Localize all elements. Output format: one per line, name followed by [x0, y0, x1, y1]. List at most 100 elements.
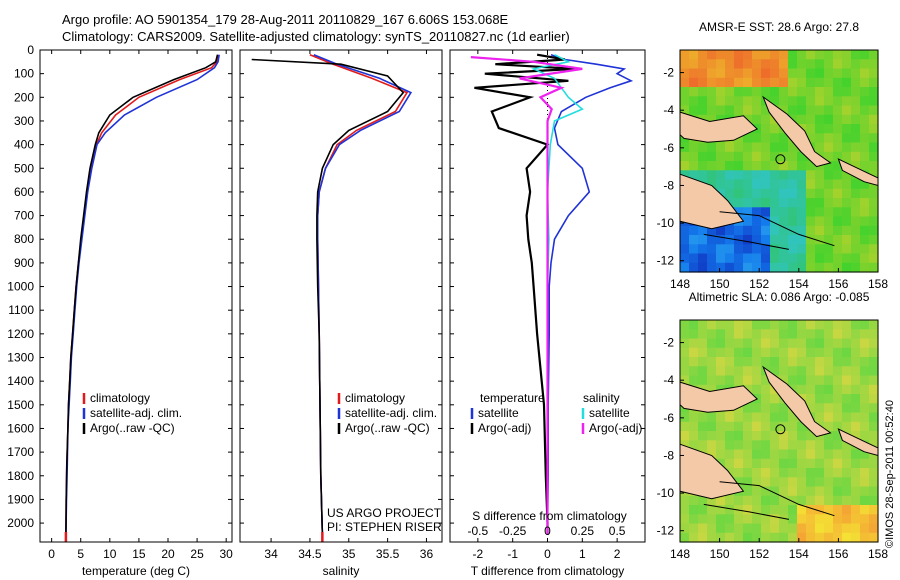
legend-label: Argo(..raw -QC)	[90, 421, 175, 435]
y-tick-label: 1300	[7, 351, 34, 365]
legend-label: Argo(..raw -QC)	[345, 421, 430, 435]
x-tick-label: 152	[749, 547, 769, 561]
y-tick-label: 1000	[7, 280, 34, 294]
x-tick-label: 5	[77, 547, 84, 561]
legend-group-title: salinity	[583, 391, 620, 405]
land-mass	[762, 365, 832, 438]
series-salinity-satellite	[531, 53, 584, 535]
series-temperature-argo-adj-	[474, 53, 576, 535]
contour-line	[703, 233, 789, 250]
contour-line	[719, 481, 835, 517]
y-tick-label: -10	[657, 216, 675, 230]
x-tick-label: 154	[789, 547, 809, 561]
x-axis-label: T difference from climatology	[471, 564, 625, 578]
y-tick-label: 200	[14, 90, 34, 104]
series-salinity-argo-adj-	[470, 56, 583, 535]
top-tick-label: 0.5	[609, 524, 626, 538]
credit-line2: PI: STEPHEN RISER	[327, 520, 442, 534]
x-tick-label: 156	[828, 547, 848, 561]
y-tick-label: 1700	[7, 445, 34, 459]
y-tick-label: 700	[14, 209, 34, 223]
y-tick-label: -4	[663, 103, 674, 117]
top-tick-label: 0.25	[571, 524, 595, 538]
y-tick-label: 800	[14, 232, 34, 246]
y-tick-label: -8	[663, 448, 674, 462]
legend-label: Argo(-adj)	[478, 421, 531, 435]
x-tick-label: 15	[132, 547, 146, 561]
panel-1: 34 34.5 35 35.5 36 salinity	[239, 49, 443, 578]
x-tick-label: 158	[868, 547, 888, 561]
imos-timestamp: ©IMOS 28-Sep-2011 00:52:40	[884, 400, 896, 548]
x-axis-label: salinity	[323, 564, 360, 578]
map-panel-1: 148 150 152 154 156 158 -2 -4 -6 -8 -10 -12 AMSR-E S…	[657, 20, 889, 291]
y-tick-label: 1200	[7, 327, 34, 341]
x-tick-label: 158	[868, 277, 888, 291]
x-tick-label: 10	[103, 547, 117, 561]
y-tick-label: 500	[14, 161, 34, 175]
y-tick-label: 1400	[7, 374, 34, 388]
x-tick-label: 34.5	[298, 547, 322, 561]
legend-label: climatology	[90, 391, 150, 405]
x-tick-label: -2	[473, 547, 484, 561]
contour-line	[703, 503, 789, 520]
x-tick-label: 34	[264, 547, 278, 561]
y-tick-label: 100	[14, 67, 34, 81]
x-tick-label: 148	[670, 547, 690, 561]
x-tick-label: 25	[190, 547, 204, 561]
panel-0: 0 5 10 15 20 25 30 temperature (deg C) 0 100 200 30…	[7, 43, 233, 578]
y-tick-label: -2	[663, 336, 674, 350]
chart-title-line1: Argo profile: AO 5901354_179 28-Aug-2011…	[62, 12, 509, 27]
legend-label: satellite-adj. clim.	[345, 406, 437, 420]
credit-line1: US ARGO PROJECT	[327, 506, 442, 520]
legend-label: climatology	[345, 391, 405, 405]
panel-2: -2 -1 0 1 2 T difference from climatology	[449, 49, 646, 578]
contour-line	[719, 211, 835, 247]
x-tick-label: 148	[670, 277, 690, 291]
frame	[39, 49, 233, 543]
series-temperature-satellite	[546, 53, 634, 535]
frame	[239, 49, 443, 543]
x-tick-label: 0	[544, 547, 551, 561]
series-climatology	[309, 53, 409, 535]
y-tick-label: -4	[663, 373, 674, 387]
y-tick-label: 1900	[7, 492, 34, 506]
y-tick-label: 600	[14, 185, 34, 199]
y-tick-label: 0	[27, 43, 34, 57]
frame	[679, 319, 879, 543]
field-cells	[680, 50, 879, 273]
y-tick-label: 1600	[7, 421, 34, 435]
y-tick-label: 1800	[7, 469, 34, 483]
y-tick-label: -12	[657, 254, 675, 268]
series-climatology	[65, 54, 219, 535]
y-tick-label: -2	[663, 66, 674, 80]
x-tick-label: 154	[789, 277, 809, 291]
x-tick-label: 150	[710, 547, 730, 561]
legend-label: Argo(-adj)	[589, 421, 642, 435]
y-tick-label: -8	[663, 178, 674, 192]
x-tick-label: 30	[220, 547, 234, 561]
frame	[679, 49, 879, 273]
x-tick-label: 2	[614, 547, 621, 561]
legend-2: temperaturesatelliteArgo(-adj)salinitysa…	[470, 391, 642, 435]
y-tick-label: -6	[663, 141, 674, 155]
y-tick-label: -12	[657, 524, 675, 538]
top-tick-label: -0.25	[499, 524, 527, 538]
x-tick-label: 35.5	[376, 547, 400, 561]
y-tick-label: -6	[663, 411, 674, 425]
x-tick-label: 0	[48, 547, 55, 561]
series-argo-raw-qc-	[65, 54, 219, 535]
legend-label: satellite-adj. clim.	[90, 406, 182, 420]
y-tick-label: 300	[14, 114, 34, 128]
land-mass	[679, 173, 745, 230]
y-tick-label: 400	[14, 138, 34, 152]
x-tick-label: 150	[710, 277, 730, 291]
y-tick-label: 1500	[7, 398, 34, 412]
top-axis-panel-2: -0.5 -0.25 0 0.25 0.5S difference from clima…	[468, 509, 627, 538]
map-panel-2: 148 150 152 154 156 158 -2 -4 -6 -8 -10 -12 Altimetr…	[657, 290, 889, 561]
argo-location-marker	[775, 154, 786, 165]
legend-label: satellite	[478, 406, 519, 420]
legend-label: satellite	[589, 406, 630, 420]
